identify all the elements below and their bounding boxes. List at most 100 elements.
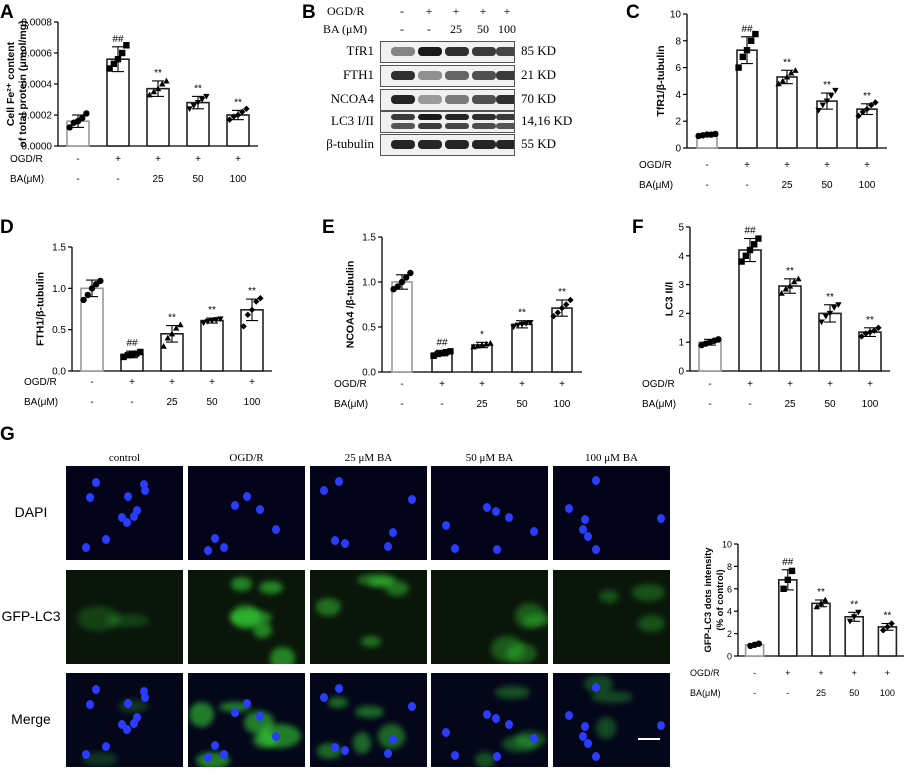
gfp-signal [258, 580, 284, 595]
micrograph-row-label: DAPI [14, 504, 48, 520]
gfp-signal [218, 701, 252, 712]
blot-band [496, 140, 514, 149]
ba-row-label: BA(μM) [639, 180, 673, 191]
data-point [884, 623, 891, 631]
nucleus [491, 713, 500, 723]
nucleus [141, 693, 150, 703]
gfp-signal [637, 615, 665, 633]
blot-ogdr-sign: + [503, 4, 511, 18]
nucleus [123, 724, 132, 734]
blot-band [472, 114, 496, 120]
gfp-signal [327, 697, 348, 709]
y-tick-label: 0.5 [362, 323, 376, 334]
micrograph-row-label: Merge [11, 711, 51, 727]
ogdr-value: - [753, 668, 756, 678]
y-tick-label: 0.0002 [21, 111, 52, 122]
ba-value: 25 [152, 174, 164, 185]
nucleus [451, 751, 460, 761]
y-axis-label: LC3 II/I [664, 282, 676, 317]
significance-label: ## [126, 338, 138, 349]
nucleus [564, 711, 573, 721]
gfp-signal [269, 647, 295, 664]
ba-value: 25 [166, 397, 178, 408]
panel-label-e: E [322, 217, 335, 238]
data-point [234, 111, 242, 119]
data-point [114, 56, 122, 63]
ogdr-row-label: OGD/R [639, 160, 672, 171]
data-point [190, 103, 197, 109]
data-point [84, 291, 92, 299]
y-tick-label: 0.5 [52, 325, 66, 336]
blot-ogdr-sign: - [400, 4, 404, 18]
ba-value: 100 [862, 399, 879, 410]
nucleus [139, 686, 148, 696]
ogdr-value: + [479, 379, 485, 390]
micrograph-tile [553, 570, 670, 664]
bar [778, 285, 802, 372]
chart-g-gfp-intensity: 0 2 4 6 8 10 GFP-LC3 dots intensity (% of contr… [690, 540, 904, 698]
data-point [826, 310, 834, 317]
data-point [550, 313, 557, 320]
significance-label: ** [558, 287, 566, 298]
ogdr-value: + [824, 160, 830, 171]
gfp-signal [188, 701, 214, 728]
data-point [567, 296, 574, 304]
nucleus [271, 731, 280, 741]
ba-value: 100 [230, 174, 247, 185]
nucleus [581, 722, 589, 732]
nucleus [330, 535, 339, 545]
ba-value: - [745, 180, 748, 191]
ogdr-value: + [195, 154, 201, 165]
ogdr-value: + [864, 160, 870, 171]
nucleus [482, 503, 491, 513]
gfp-signal [82, 751, 118, 767]
nucleus [243, 699, 252, 709]
gfp-signal [495, 686, 531, 699]
nucleus [320, 693, 329, 703]
data-point [204, 318, 211, 325]
ba-value: 100 [880, 688, 895, 698]
y-tick-label: 0.0 [362, 368, 376, 379]
blot-strip [380, 65, 515, 87]
ba-value: - [786, 688, 789, 698]
data-point [159, 80, 166, 87]
micrograph-tile [188, 673, 305, 767]
data-point [828, 93, 835, 99]
gfp-signal [505, 643, 537, 664]
blot-band [445, 123, 469, 129]
data-point [403, 274, 410, 281]
blot-band [391, 47, 415, 56]
data-point [203, 93, 210, 100]
gfp-signal [475, 752, 495, 767]
blot-protein-label: β-tubulin [326, 136, 374, 151]
ba-value: 50 [516, 399, 528, 410]
ogdr-value: + [785, 668, 790, 678]
nucleus [85, 493, 94, 503]
significance-label: ** [783, 57, 791, 68]
data-point [823, 98, 831, 105]
data-point [398, 278, 406, 286]
data-point [248, 306, 256, 314]
y-tick-label: 6 [727, 584, 732, 594]
ogdr-value: + [852, 668, 857, 678]
data-point [163, 77, 170, 84]
nucleus [407, 701, 416, 711]
nucleus [85, 700, 94, 710]
nucleus [130, 719, 139, 728]
ogdr-row-label: OGD/R [24, 377, 57, 388]
data-point [775, 80, 782, 87]
significance-label: ** [850, 599, 858, 610]
y-tick-label: 4 [675, 90, 681, 101]
blot-strip [380, 134, 515, 156]
nucleus [656, 514, 665, 524]
blot-band [472, 123, 496, 129]
nucleus [482, 710, 491, 720]
nucleus [592, 682, 601, 692]
nucleus [441, 727, 450, 737]
data-point [778, 290, 785, 296]
y-tick-label: 3 [678, 280, 684, 291]
data-point [146, 91, 153, 98]
blot-band [391, 123, 415, 129]
significance-label: ** [154, 68, 162, 79]
micrograph-tile [431, 570, 548, 664]
